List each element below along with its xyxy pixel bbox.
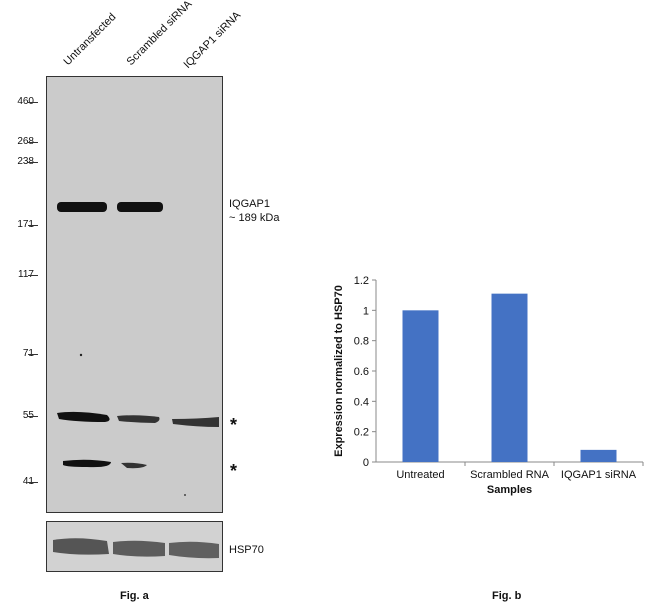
band-hsp70-lane2 <box>113 540 165 557</box>
western-blot-hsp70 <box>46 521 223 572</box>
x-axis-title: Samples <box>487 484 532 496</box>
lane-label-iqgap1: IQGAP1 siRNA <box>181 9 244 71</box>
band-hsp70-lane3 <box>169 541 219 559</box>
band-55-scrambled <box>117 415 160 423</box>
band-45-scrambled <box>121 462 147 469</box>
x-tick-label: Untreated <box>396 469 444 481</box>
asterisk-45kda: * <box>230 461 238 481</box>
speck <box>184 494 186 496</box>
lane-label-untransfected: Untransfected <box>61 11 119 69</box>
asterisk-55kda: * <box>230 415 238 435</box>
target-size-label: ~ 189 kDa <box>229 212 280 224</box>
western-blot-main <box>46 76 223 513</box>
lane-label-scrambled: Scrambled siRNA <box>124 0 195 68</box>
band-iqgap1-untransfected <box>57 202 107 212</box>
bar-iqgap1-sirna <box>580 449 617 462</box>
fig-b-caption: Fig. b <box>492 590 522 602</box>
fig-a-caption: Fig. a <box>120 590 149 602</box>
y-tick-label: 1 <box>363 305 369 317</box>
band-45-untransfected <box>63 459 111 468</box>
band-55-iqgap1 <box>172 417 219 427</box>
bar-untreated <box>402 310 439 462</box>
band-55-untransfected <box>57 411 110 422</box>
x-tick-label: Scrambled RNA <box>470 469 550 481</box>
y-tick-label: 1.2 <box>354 275 369 287</box>
loading-control-label: HSP70 <box>229 544 264 556</box>
y-tick-label: 0.2 <box>354 427 369 439</box>
target-label: IQGAP1 ~ 189 kDa <box>229 198 280 224</box>
y-tick-label: 0.6 <box>354 366 369 378</box>
bar-scrambled-rna <box>491 293 528 462</box>
y-axis-title: Expression normalized to HSP70 <box>333 285 345 457</box>
y-tick-label: 0.8 <box>354 336 369 348</box>
band-iqgap1-scrambled <box>117 202 163 212</box>
speck <box>79 353 83 357</box>
y-tick-label: 0.4 <box>354 396 369 408</box>
x-tick-label: IQGAP1 siRNA <box>561 469 637 481</box>
bar-chart: 0 0.2 0.4 0.6 0.8 1 1.2 Untreated Scrambled RNA I… <box>333 275 644 496</box>
band-hsp70-lane1 <box>53 538 109 555</box>
y-tick-label: 0 <box>363 457 369 469</box>
